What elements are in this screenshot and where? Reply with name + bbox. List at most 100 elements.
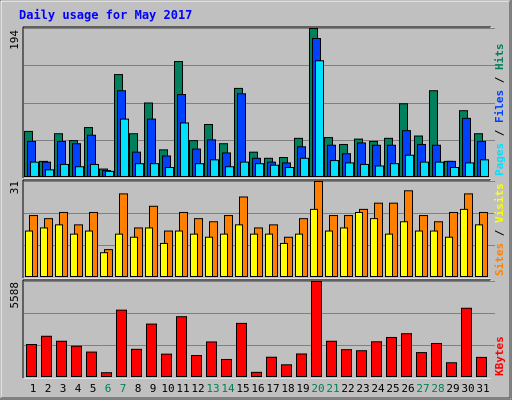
sites-bar	[430, 230, 438, 277]
pages-bar	[225, 166, 234, 177]
day-label: 15	[236, 382, 249, 395]
sites-bar	[295, 233, 303, 277]
pages-bar	[195, 163, 204, 178]
kbytes-bar	[116, 309, 127, 378]
day-label: 10	[161, 382, 174, 395]
pages-bar	[345, 162, 354, 177]
sites-bar	[55, 224, 63, 278]
day-label: 23	[356, 382, 369, 395]
bottom-panel-max-label: 5588	[8, 282, 21, 309]
kbytes-bar	[416, 352, 427, 377]
sites-bar	[85, 230, 93, 277]
pages-bar	[45, 169, 54, 177]
sites-bar	[280, 242, 288, 278]
day-label: 7	[120, 382, 127, 395]
sites-bar	[385, 233, 393, 277]
sites-bar	[460, 208, 468, 278]
sites-bar	[475, 224, 483, 278]
kbytes-bar	[86, 351, 97, 378]
kbytes-bar	[101, 372, 112, 378]
sites-bar	[265, 233, 273, 277]
day-label: 14	[221, 382, 235, 395]
day-label: 31	[476, 382, 489, 395]
sites-bar	[205, 236, 213, 277]
kbytes-bar	[431, 342, 442, 377]
kbytes-bar	[161, 353, 172, 378]
pages-bar	[270, 164, 279, 177]
sites-bar	[415, 230, 423, 277]
sites-bar	[130, 236, 138, 277]
sites-bar	[325, 230, 333, 277]
pages-bar	[240, 161, 249, 177]
sites-bar	[235, 224, 243, 278]
kbytes-bar	[206, 341, 217, 377]
day-label: 11	[176, 382, 189, 395]
bars-layer	[24, 28, 489, 378]
pages-bar	[435, 161, 444, 177]
pages-bar	[360, 163, 369, 177]
kbytes-bar	[446, 362, 457, 378]
day-label: 24	[371, 382, 385, 395]
kbytes-bar	[476, 356, 487, 377]
sites-bar	[70, 233, 78, 277]
day-label: 19	[296, 382, 309, 395]
day-label: 26	[401, 382, 414, 395]
kbytes-bar	[386, 336, 397, 378]
kbytes-bar	[326, 340, 337, 377]
pages-bar	[315, 60, 324, 178]
sites-bar	[310, 208, 318, 278]
day-label: 16	[251, 382, 264, 395]
kbytes-bar	[266, 356, 277, 378]
sites-bar	[355, 211, 363, 277]
day-label: 4	[75, 382, 82, 395]
pages-bar	[30, 161, 39, 177]
sites-axis-label: Sites	[493, 243, 506, 276]
kbytes-bar	[311, 281, 322, 377]
pages-bar	[450, 167, 459, 177]
pages-bar	[405, 154, 414, 178]
day-label: 3	[60, 382, 67, 395]
day-label: 17	[266, 382, 279, 395]
sites-bar	[115, 233, 123, 277]
kbytes-bar	[221, 358, 232, 377]
pages-bar	[120, 118, 129, 178]
sites-bar	[370, 218, 378, 277]
pages-bar	[420, 161, 429, 177]
day-label: 29	[446, 382, 459, 395]
top-panel-max-label: 194	[8, 30, 21, 50]
day-label: 20	[311, 382, 324, 395]
kbytes-bar	[296, 353, 307, 377]
kbytes-bar	[176, 316, 187, 377]
day-label: 25	[386, 382, 399, 395]
hits-axis-label: Hits	[493, 44, 506, 71]
kbytes-bar	[236, 322, 247, 377]
sites-bar	[160, 242, 168, 278]
pages-bar	[330, 160, 339, 177]
pages-bar	[300, 157, 309, 177]
kbytes-bar	[56, 340, 67, 377]
kbytes-bar	[41, 335, 52, 378]
kbytes-bar	[251, 371, 262, 378]
kbytes-bar	[281, 364, 292, 378]
pages-bar	[375, 165, 384, 178]
kbytes-bar	[146, 323, 157, 378]
day-label: 2	[45, 382, 52, 395]
day-label: 21	[326, 382, 339, 395]
day-label: 18	[281, 382, 294, 395]
sites-bar	[145, 227, 153, 277]
kbytes-bar	[131, 348, 142, 378]
sites-bar	[25, 230, 33, 277]
pages-bar	[480, 159, 489, 177]
pages-bar	[285, 167, 294, 177]
sites-bar	[340, 227, 348, 277]
kbytes-bar	[341, 349, 352, 378]
files-axis-label: Files	[493, 90, 506, 123]
pages-bar	[135, 163, 144, 178]
day-label: 27	[416, 382, 429, 395]
sites-bar	[250, 233, 258, 277]
pages-bar	[105, 170, 114, 177]
mid-panel-right-label: Sites / Visits	[493, 183, 506, 276]
pages-bar	[390, 163, 399, 178]
